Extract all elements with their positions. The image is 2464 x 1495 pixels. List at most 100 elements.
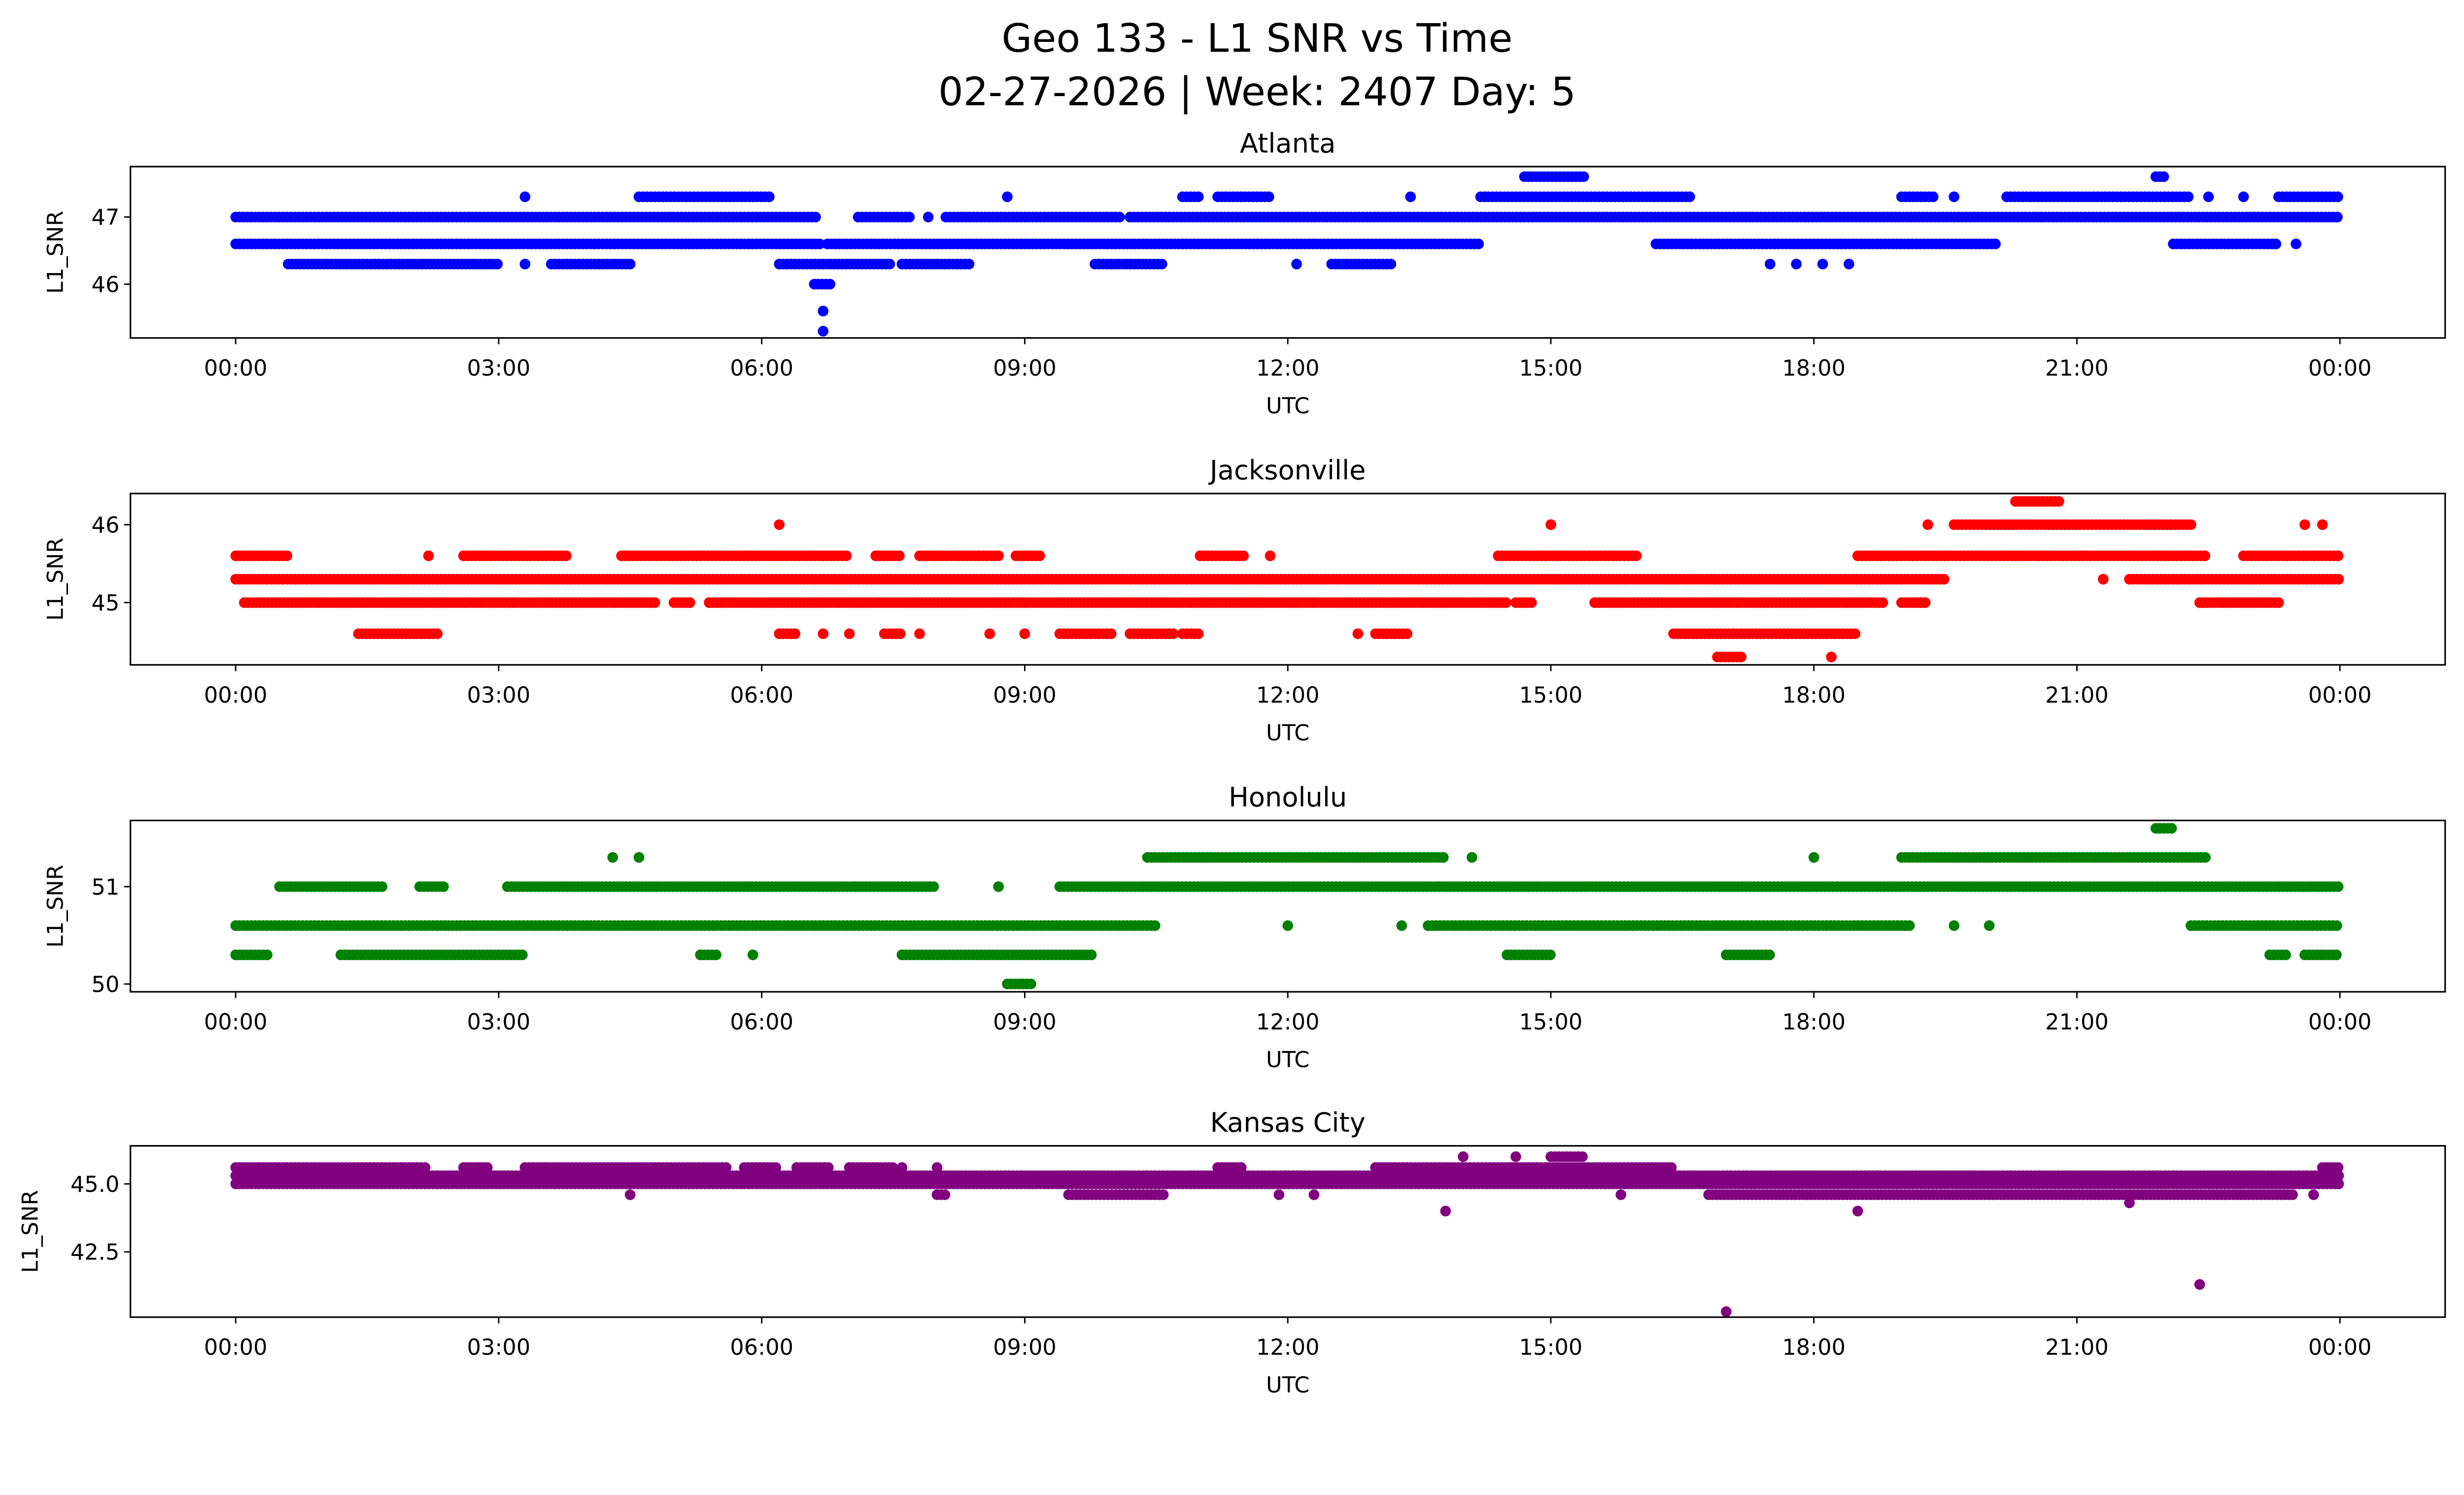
data-point <box>2199 550 2211 561</box>
data-point <box>2331 949 2342 961</box>
data-point <box>1149 920 1161 931</box>
x-tick-label: 18:00 <box>1782 1009 1846 1035</box>
x-tick-label: 15:00 <box>1519 1009 1583 1035</box>
data-point <box>1817 258 1828 270</box>
data-point <box>1526 597 1537 608</box>
panel-title: Honolulu <box>1229 782 1347 813</box>
data-point <box>2332 191 2343 203</box>
data-point <box>818 306 829 316</box>
data-point <box>2333 574 2344 585</box>
panel-title: Jacksonville <box>1208 455 1366 486</box>
x-axis-label: UTC <box>1266 720 1309 746</box>
data-point <box>561 550 572 561</box>
data-point <box>1545 519 1556 530</box>
data-point <box>1631 550 1642 561</box>
data-point <box>684 597 695 608</box>
data-point <box>894 550 905 561</box>
data-point <box>1025 978 1036 990</box>
data-points <box>230 496 2344 662</box>
data-point <box>2299 519 2310 530</box>
data-point <box>1927 191 1939 203</box>
data-point <box>1473 239 1484 249</box>
data-point <box>2238 191 2249 203</box>
data-point <box>607 852 618 863</box>
data-point <box>1265 550 1276 561</box>
x-tick-label: 06:00 <box>730 682 793 708</box>
panel-title: Kansas City <box>1210 1107 1366 1138</box>
data-point <box>1019 628 1030 639</box>
data-point <box>1826 652 1837 662</box>
y-tick-label: 46 <box>92 272 120 297</box>
data-point <box>810 211 821 223</box>
x-tick-label: 18:00 <box>1782 355 1846 381</box>
y-tick-label: 51 <box>92 874 120 900</box>
data-point <box>1086 949 1097 961</box>
y-axis-label: L1_SNR <box>43 865 68 947</box>
data-point <box>1114 211 1125 223</box>
x-tick-label: 03:00 <box>467 682 531 708</box>
data-point <box>1193 628 1204 639</box>
data-point <box>1193 191 1204 203</box>
x-tick-label: 21:00 <box>2045 1009 2109 1035</box>
data-point <box>517 949 528 961</box>
data-point <box>818 628 829 639</box>
data-point <box>2332 550 2344 561</box>
data-point <box>1877 597 1888 608</box>
x-tick-label: 00:00 <box>2308 1009 2372 1035</box>
data-point <box>1402 628 1413 639</box>
data-point <box>914 628 925 639</box>
data-point <box>904 211 915 223</box>
y-tick-label: 47 <box>92 205 120 230</box>
data-point <box>1264 191 1274 203</box>
data-point <box>1922 519 1933 530</box>
y-axis-label: L1_SNR <box>43 211 68 294</box>
data-point <box>432 628 443 639</box>
data-point <box>1385 258 1397 270</box>
x-tick-label: 09:00 <box>993 355 1057 381</box>
data-point <box>2185 519 2196 530</box>
x-tick-label: 15:00 <box>1519 355 1583 381</box>
data-point <box>928 881 939 892</box>
y-tick-label: 50 <box>92 972 120 997</box>
x-tick-label: 18:00 <box>1782 682 1846 708</box>
x-tick-label: 09:00 <box>993 682 1057 708</box>
data-point <box>2317 519 2328 530</box>
data-point <box>519 258 531 270</box>
data-point <box>1467 852 1477 863</box>
data-point <box>492 258 503 270</box>
data-point <box>423 550 434 561</box>
x-tick-label: 09:00 <box>993 1009 1057 1035</box>
data-point <box>789 628 801 639</box>
data-points <box>230 823 2344 990</box>
data-point <box>1984 920 1995 931</box>
data-point <box>1405 191 1416 203</box>
data-point <box>2183 191 2194 203</box>
data-point <box>519 191 531 203</box>
x-tick-label: 21:00 <box>2045 682 2109 708</box>
x-tick-label: 03:00 <box>467 355 531 381</box>
data-point <box>993 881 1004 892</box>
x-tick-label: 03:00 <box>467 1009 531 1035</box>
x-tick-label: 00:00 <box>204 1009 268 1035</box>
data-point <box>764 191 775 203</box>
x-axis-label: UTC <box>1266 1047 1309 1073</box>
figure-subtitle: 02-27-2026 | Week: 2407 Day: 5 <box>938 69 1576 115</box>
data-point <box>624 258 636 270</box>
figure-title: Geo 133 - L1 SNR vs Time <box>1002 15 1513 61</box>
data-point <box>1034 550 1045 561</box>
data-point <box>2280 949 2291 961</box>
x-tick-label: 06:00 <box>730 1009 793 1035</box>
x-tick-label: 06:00 <box>730 355 793 381</box>
data-point <box>1844 258 1854 270</box>
y-axis-label: L1_SNR <box>43 538 68 621</box>
x-tick-label: 12:00 <box>1256 355 1320 381</box>
x-tick-label: 12:00 <box>1256 682 1320 708</box>
data-point <box>1352 628 1364 639</box>
data-point <box>923 211 934 223</box>
data-point <box>993 550 1004 561</box>
data-point <box>1105 628 1117 639</box>
data-point <box>884 258 895 270</box>
data-point <box>814 239 825 249</box>
